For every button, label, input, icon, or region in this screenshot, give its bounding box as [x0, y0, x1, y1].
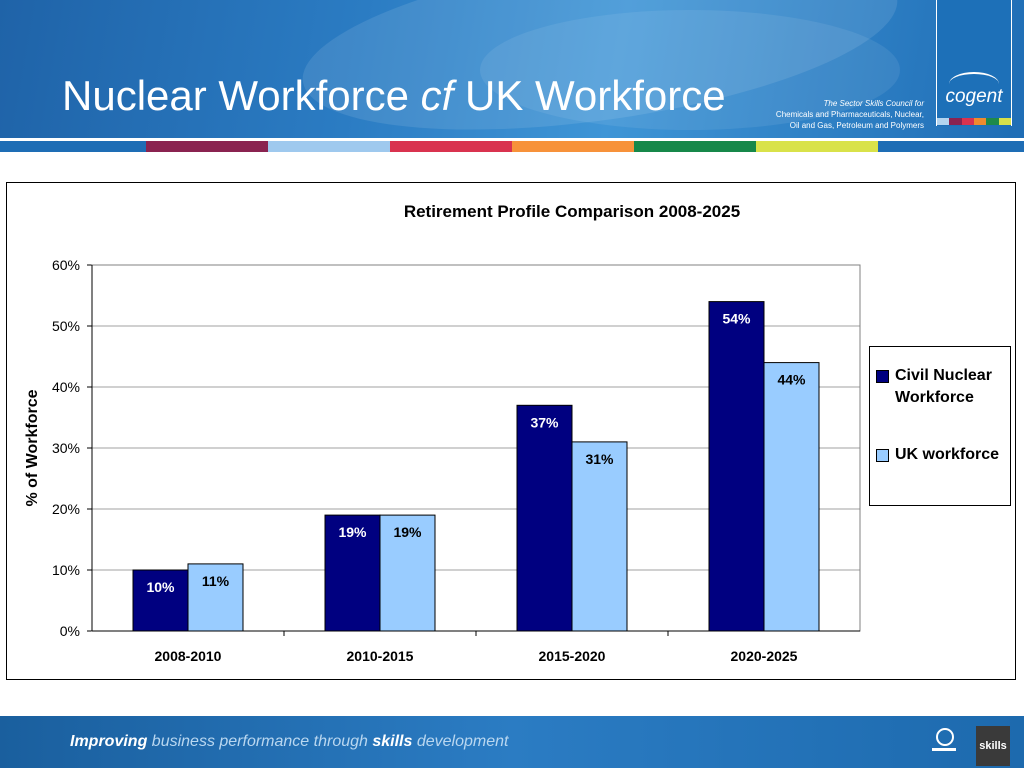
- chart-legend: Civil Nuclear Workforce UK workforce: [869, 346, 1011, 506]
- bar: [571, 441, 628, 632]
- logo-stripe: [998, 118, 1011, 125]
- logo-stripe: [937, 118, 950, 125]
- data-label: 19%: [393, 524, 422, 540]
- bar: [763, 362, 820, 632]
- color-stripe: [878, 141, 1024, 152]
- data-label: 11%: [202, 573, 230, 589]
- y-tick-label: 50%: [52, 318, 80, 334]
- bar: [516, 404, 573, 632]
- header-wave-decoration: [480, 10, 900, 130]
- data-label: 31%: [585, 451, 614, 467]
- x-tick-label: 2008-2010: [155, 648, 222, 664]
- logo-swoosh-icon: [949, 72, 999, 96]
- y-tick-label: 60%: [52, 257, 80, 273]
- footer-banner: Improving business performance through s…: [0, 716, 1024, 768]
- color-stripe: [268, 141, 390, 152]
- legend-swatch-uk: [876, 449, 889, 462]
- logo-stripe: [986, 118, 999, 125]
- y-tick-label: 20%: [52, 501, 80, 517]
- legend-item-civil-nuclear: Civil Nuclear Workforce: [876, 365, 1015, 409]
- chart-title: Retirement Profile Comparison 2008-2025: [404, 202, 740, 221]
- data-label: 44%: [777, 372, 806, 388]
- color-stripe: [0, 141, 146, 152]
- cogent-logo: cogent: [936, 0, 1012, 126]
- logo-stripes: [937, 118, 1011, 125]
- bar: [324, 514, 381, 632]
- color-stripe: [146, 141, 268, 152]
- bar: [132, 569, 189, 632]
- x-tick-label: 2010-2015: [347, 648, 414, 664]
- council-line-3: Oil and Gas, Petroleum and Polymers: [789, 121, 924, 130]
- y-tick-label: 10%: [52, 562, 80, 578]
- council-description: The Sector Skills Council for Chemicals …: [742, 98, 924, 131]
- header-divider: [0, 138, 1024, 141]
- council-line-2: Chemicals and Pharmaceuticals, Nuclear,: [775, 110, 924, 119]
- bar: [708, 301, 765, 632]
- color-stripe-bar: [0, 141, 1024, 152]
- color-stripe: [756, 141, 878, 152]
- data-label: 37%: [530, 414, 559, 430]
- legend-swatch-civil-nuclear: [876, 370, 889, 383]
- skills-logo: skills: [976, 726, 1010, 766]
- y-tick-label: 0%: [60, 623, 80, 639]
- color-stripe: [634, 141, 756, 152]
- logo-stripe: [949, 118, 962, 125]
- logo-text: cogent: [945, 86, 1003, 107]
- data-label: 54%: [722, 311, 751, 327]
- legend-item-uk: UK workforce: [876, 444, 1015, 466]
- color-stripe: [512, 141, 634, 152]
- bar: [379, 514, 436, 632]
- bar: [187, 563, 244, 632]
- header-banner: Nuclear Workforce cf UK Workforce The Se…: [0, 0, 1024, 138]
- footer-tagline: Improving business performance through s…: [70, 733, 509, 750]
- logo-stripe: [961, 118, 974, 125]
- logo-stripe: [973, 118, 987, 125]
- y-tick-label: 40%: [52, 379, 80, 395]
- data-label: 19%: [338, 524, 367, 540]
- page-title: Nuclear Workforce cf UK Workforce: [62, 72, 726, 119]
- y-tick-label: 30%: [52, 440, 80, 456]
- y-axis-label: % of Workforce: [24, 389, 41, 506]
- legend-label-uk: UK workforce: [895, 446, 1000, 463]
- data-label: 10%: [146, 579, 175, 595]
- council-line-1: The Sector Skills Council for: [823, 99, 924, 108]
- color-stripe: [390, 141, 512, 152]
- legend-label-civil-nuclear: Civil Nuclear Workforce: [895, 367, 992, 406]
- investors-logo-icon: [930, 728, 958, 756]
- x-tick-label: 2015-2020: [539, 648, 606, 664]
- x-tick-label: 2020-2025: [731, 648, 798, 664]
